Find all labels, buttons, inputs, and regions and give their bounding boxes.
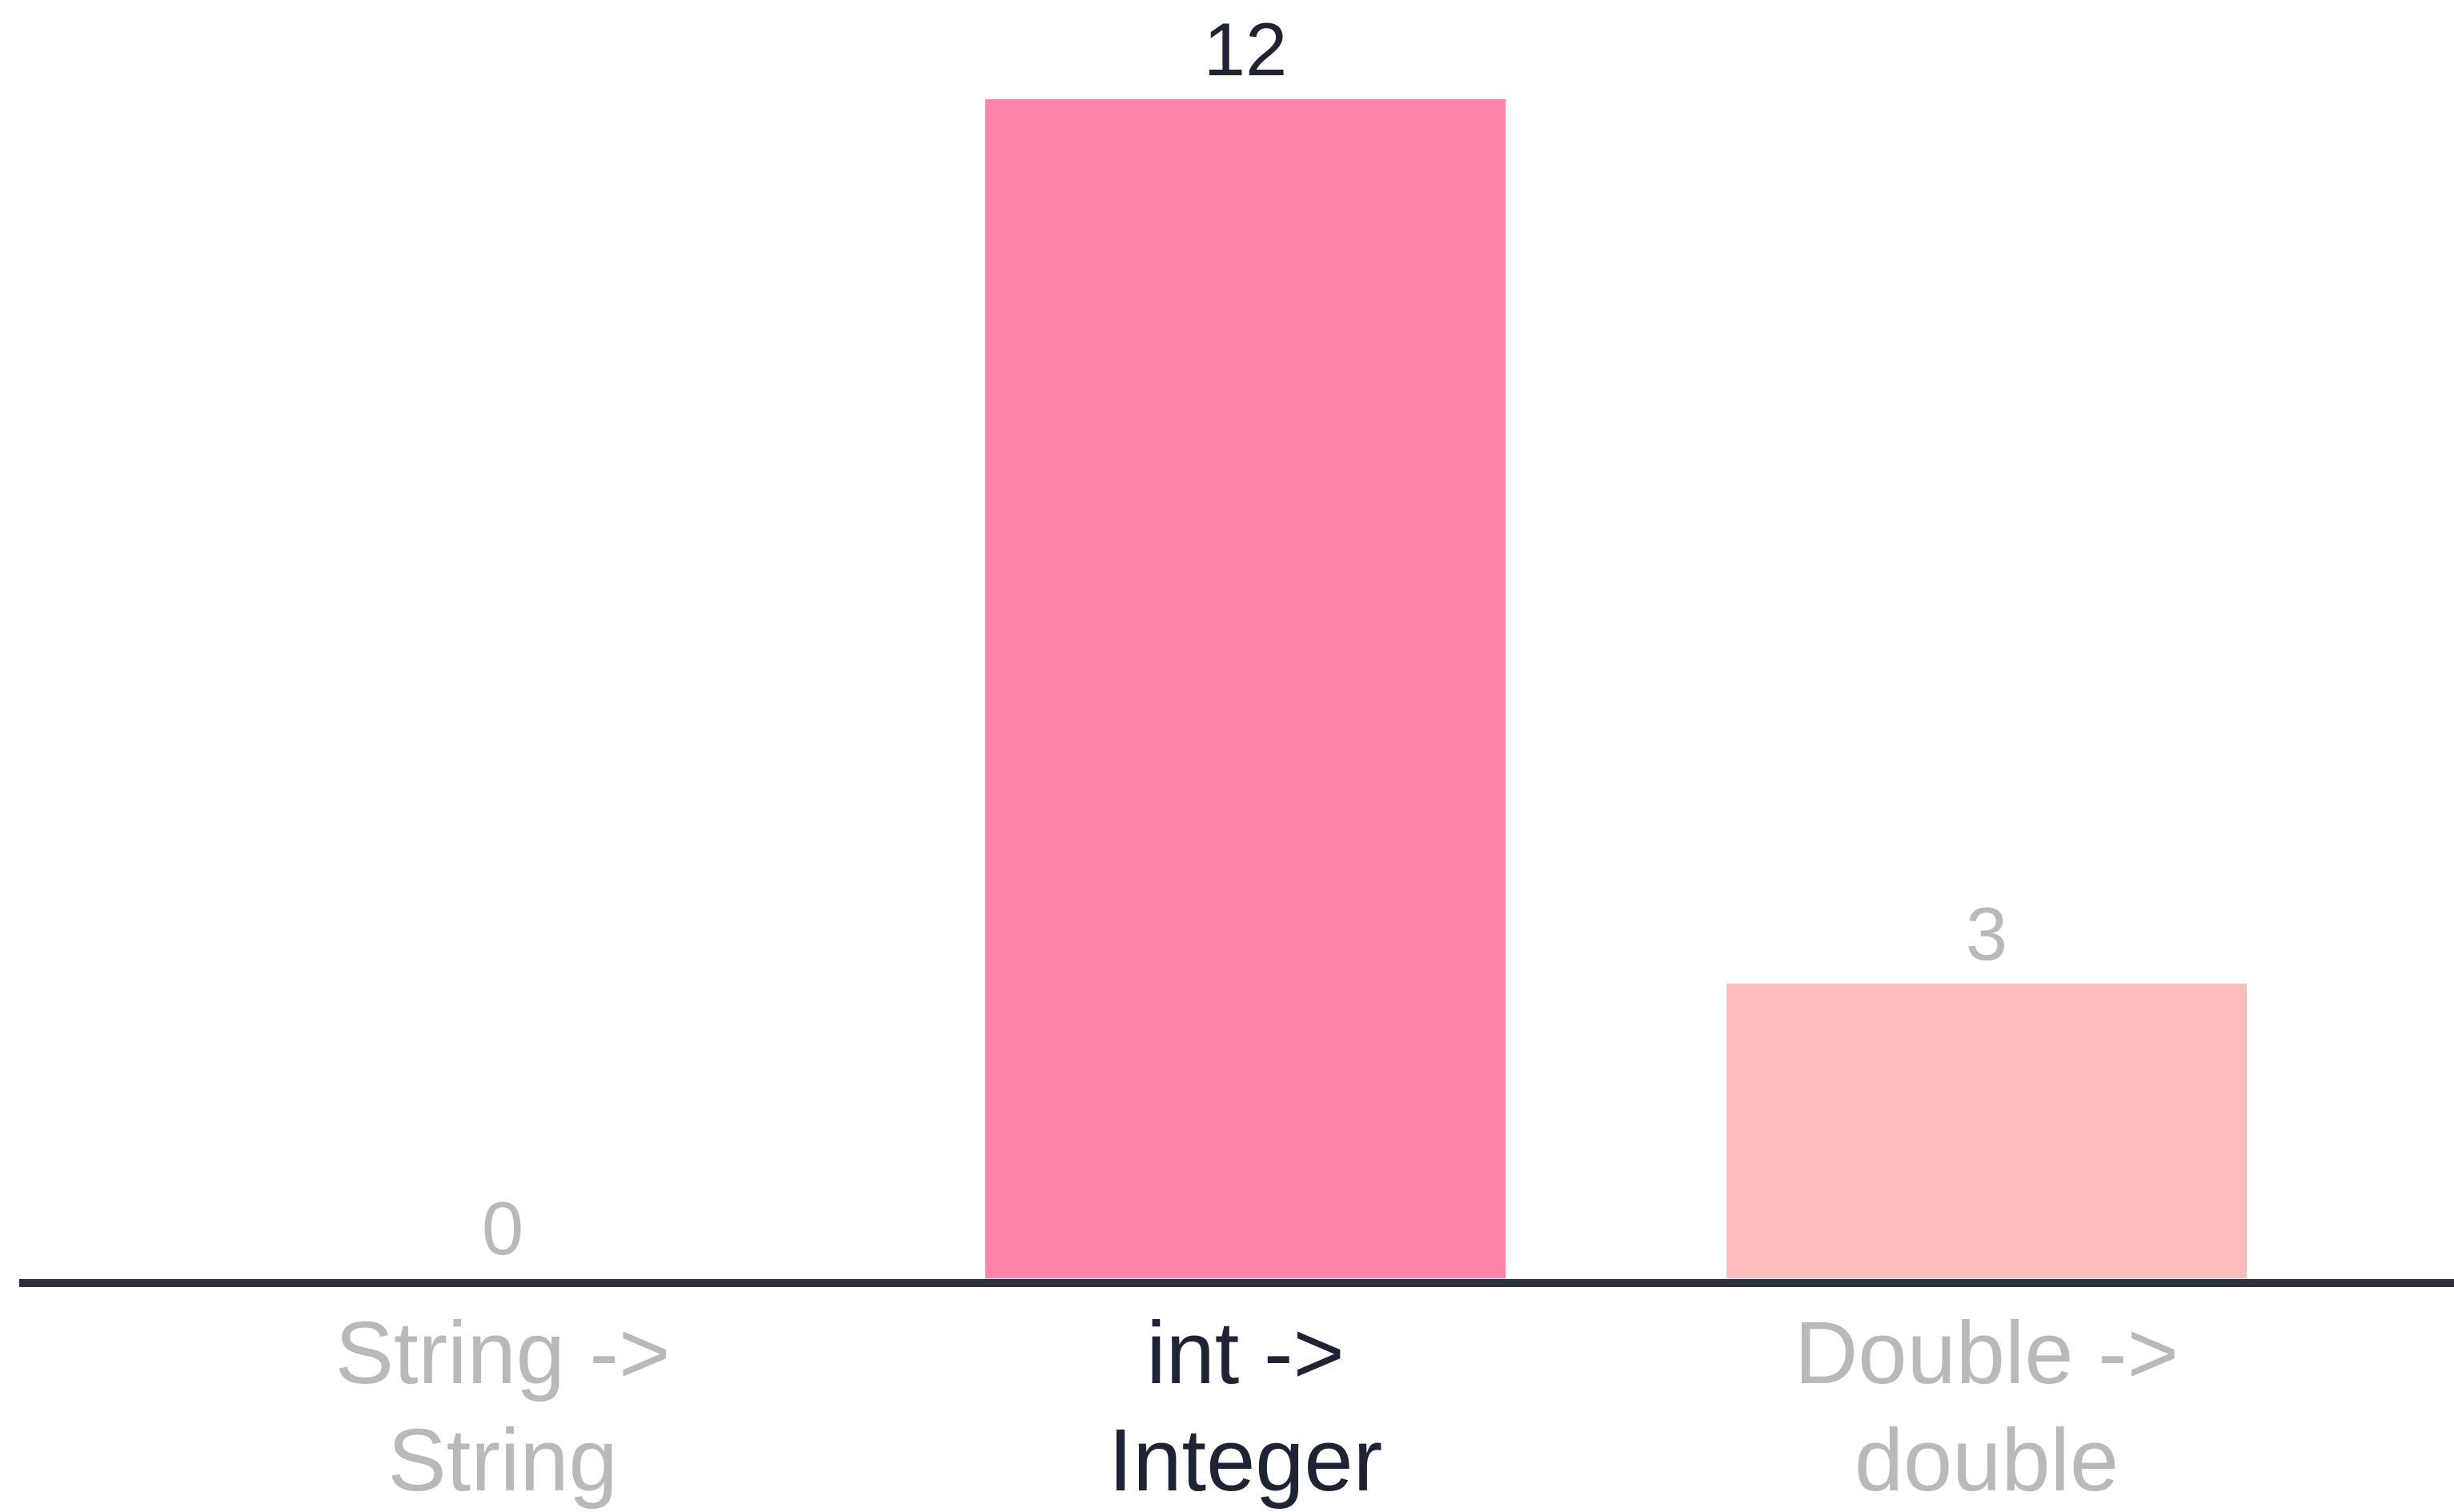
value-label-1: 12: [1204, 7, 1288, 91]
category-label-0-line-1: String: [387, 1411, 617, 1510]
value-label-2: 3: [1966, 892, 2007, 976]
category-label-2-line-1: double: [1855, 1411, 2119, 1510]
value-label-0: 0: [482, 1186, 523, 1270]
bar-1: [985, 99, 1506, 1278]
bar-2: [1726, 983, 2247, 1278]
category-label-2-line-0: Double ->: [1794, 1304, 2179, 1402]
category-label-1-line-0: int ->: [1146, 1304, 1345, 1402]
category-labels-group: String ->String int ->Integer Double ->dou…: [335, 1304, 2179, 1510]
bars-group: [985, 99, 2247, 1278]
category-label-1-line-1: Integer: [1109, 1411, 1382, 1510]
category-label-0-line-0: String ->: [335, 1304, 671, 1402]
value-labels-group: 0 12 3: [482, 7, 2007, 1270]
